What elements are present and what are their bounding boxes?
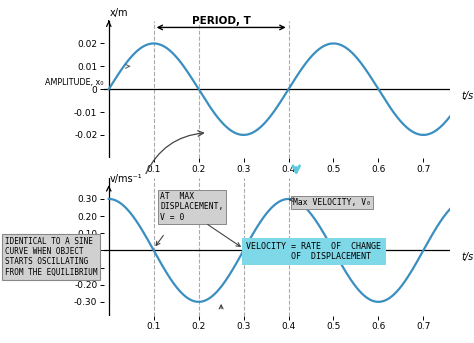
Text: 0.3: 0.3 — [237, 165, 251, 174]
Text: 0.6: 0.6 — [371, 165, 385, 174]
Text: IDENTICAL TO A SINE
CURVE WHEN OBJECT
STARTS OSCILLATING
FROM THE EQUILIBRIUM: IDENTICAL TO A SINE CURVE WHEN OBJECT ST… — [5, 237, 97, 277]
Text: t/s: t/s — [462, 92, 474, 102]
Text: 0.4: 0.4 — [282, 165, 296, 174]
Text: 0.5: 0.5 — [326, 165, 341, 174]
Text: v/ms⁻¹: v/ms⁻¹ — [110, 174, 143, 184]
Text: 0.7: 0.7 — [416, 165, 430, 174]
Text: 0.4: 0.4 — [282, 322, 296, 331]
Text: AT  MAX
DISPLACEMENT,
V = 0: AT MAX DISPLACEMENT, V = 0 — [161, 192, 224, 222]
Text: 0.7: 0.7 — [416, 322, 430, 331]
Text: 0.3: 0.3 — [237, 322, 251, 331]
Text: Max VELOCITY, V₀: Max VELOCITY, V₀ — [293, 198, 371, 207]
Text: VELOCITY = RATE  OF  CHANGE
         OF  DISPLACEMENT: VELOCITY = RATE OF CHANGE OF DISPLACEMEN… — [246, 242, 382, 261]
Text: AMPLITUDE, x₀: AMPLITUDE, x₀ — [45, 78, 103, 87]
Text: 0.1: 0.1 — [146, 322, 161, 331]
Text: 0.6: 0.6 — [371, 322, 385, 331]
Text: 0.2: 0.2 — [191, 322, 206, 331]
Text: PERIOD, T: PERIOD, T — [191, 16, 251, 26]
Text: 0.5: 0.5 — [326, 322, 341, 331]
Text: 0.2: 0.2 — [191, 165, 206, 174]
Text: x/m: x/m — [110, 8, 128, 18]
Text: t/s: t/s — [462, 252, 474, 262]
Text: 0.1: 0.1 — [146, 165, 161, 174]
